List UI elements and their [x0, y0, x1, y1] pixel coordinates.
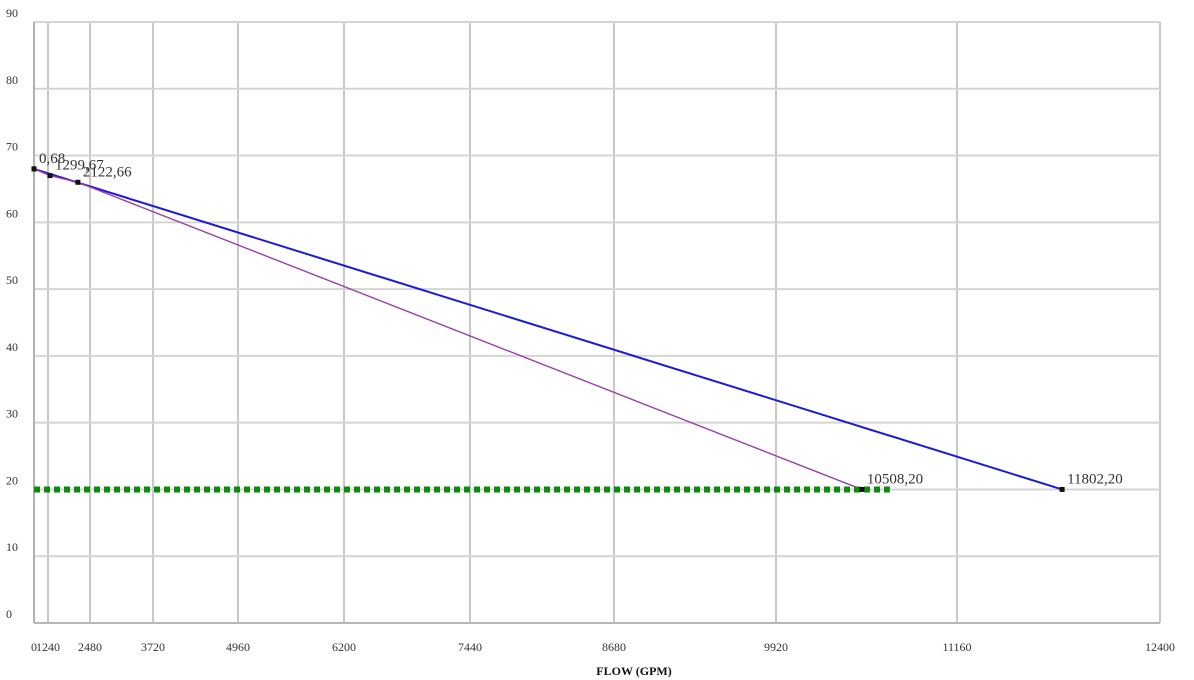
series-line [33, 168, 863, 491]
series-layer [33, 167, 1063, 493]
y-tick-label: 30 [6, 407, 18, 421]
data-label: 1299,67 [55, 158, 104, 174]
y-tick-label: 50 [6, 273, 18, 287]
y-tick-label: 70 [6, 140, 18, 154]
data-label: 0,68 [39, 151, 65, 167]
grid [33, 21, 1161, 624]
x-tick-label: 4960 [226, 640, 250, 654]
y-tick-label: 0 [6, 607, 12, 621]
x-tick-label: 3720 [141, 640, 165, 654]
y-tick-label: 80 [6, 73, 18, 87]
data-point [31, 166, 37, 172]
data-point [47, 173, 53, 179]
data-point [859, 486, 865, 492]
x-tick-label: 12400 [1145, 640, 1175, 654]
x-tick-label: 1240 [36, 640, 60, 654]
points-layer [31, 166, 1065, 492]
series-line [33, 167, 1063, 491]
x-tick-label: 7440 [458, 640, 482, 654]
y-tick-label: 40 [6, 340, 18, 354]
y-tick-label: 60 [6, 206, 18, 220]
x-tick-label: 11160 [942, 640, 971, 654]
data-point [75, 179, 81, 185]
x-tick-label: 6200 [332, 640, 356, 654]
x-tick-label: 0 [31, 640, 37, 654]
data-label: 10508,20 [867, 471, 923, 487]
y-tick-label: 20 [6, 473, 18, 487]
x-tick-label: 9920 [764, 640, 788, 654]
y-tick-label: 10 [6, 540, 18, 554]
data-point [1059, 486, 1065, 492]
data-label: 2122,66 [83, 164, 132, 180]
y-tick-label: 90 [6, 6, 18, 20]
x-tick-label: 8680 [602, 640, 626, 654]
x-axis-title: FLOW (GPM) [596, 664, 671, 678]
data-label: 11802,20 [1067, 471, 1123, 487]
x-tick-label: 2480 [78, 640, 102, 654]
axes: 0 1240 2480 3720 4960 6200 7440 8680 9920 11160 12… [6, 6, 1175, 654]
